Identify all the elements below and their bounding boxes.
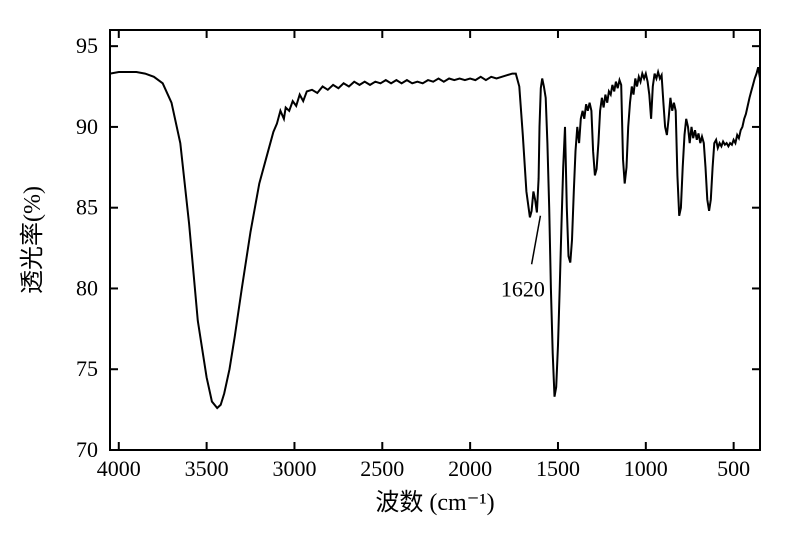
svg-text:85: 85 <box>76 195 98 220</box>
spectrum-line <box>110 67 760 408</box>
svg-text:3500: 3500 <box>185 456 229 481</box>
svg-text:500: 500 <box>717 456 750 481</box>
x-axis-label: 波数 (cm⁻¹) <box>375 489 494 516</box>
svg-text:80: 80 <box>76 275 98 300</box>
svg-text:70: 70 <box>76 437 98 462</box>
svg-text:2000: 2000 <box>448 456 492 481</box>
ir-spectrum-chart: 4000 3500 3000 2500 2000 1500 1000 500 70 75 80 85 9… <box>0 0 800 542</box>
svg-text:1000: 1000 <box>624 456 668 481</box>
svg-text:90: 90 <box>76 114 98 139</box>
annotation-pointer <box>532 216 541 264</box>
annotation-label: 1620 <box>501 277 545 302</box>
svg-text:4000: 4000 <box>97 456 141 481</box>
svg-text:75: 75 <box>76 356 98 381</box>
svg-text:95: 95 <box>76 33 98 58</box>
plot-svg: 4000 3500 3000 2500 2000 1500 1000 500 70 75 80 85 9… <box>0 0 800 542</box>
svg-text:2500: 2500 <box>360 456 404 481</box>
svg-text:1500: 1500 <box>536 456 580 481</box>
y-axis-label: 透光率(%) <box>19 186 46 294</box>
svg-text:3000: 3000 <box>272 456 316 481</box>
